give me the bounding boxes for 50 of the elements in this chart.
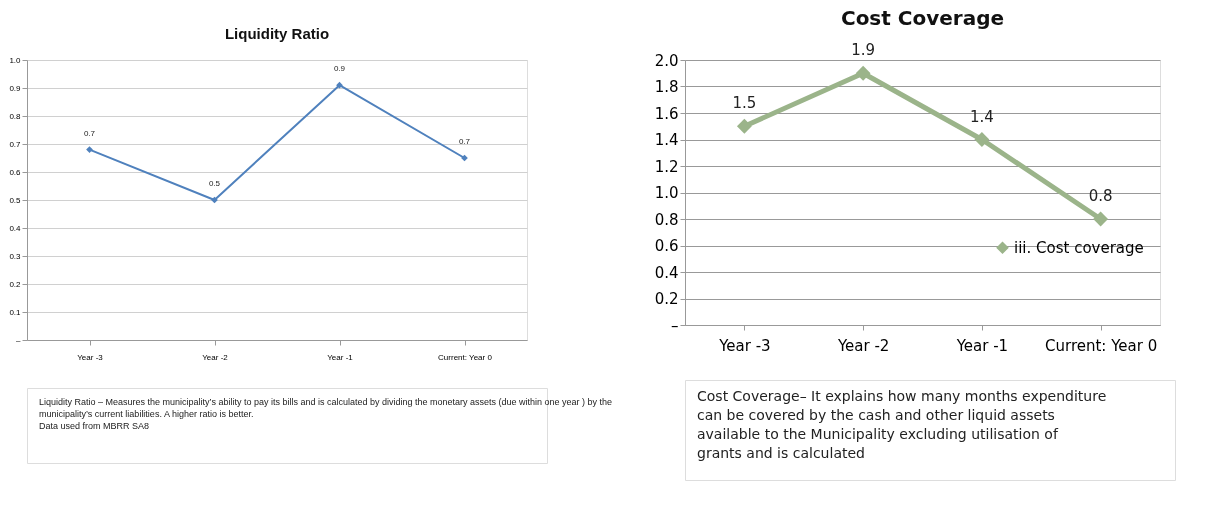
y-tick-label: 1.0 xyxy=(654,184,679,202)
y-tick-label: – xyxy=(671,316,679,335)
x-tick-label: Year -3 xyxy=(77,352,104,362)
y-tick-label: 0.6 xyxy=(654,237,679,255)
y-tick-label: 0.9 xyxy=(9,83,22,93)
y-tick-label: 1.2 xyxy=(654,157,679,176)
y-tick-label: 1.0 xyxy=(9,55,22,65)
data-label: 1.4 xyxy=(969,107,994,126)
x-tick-label: Current: Year 0 xyxy=(438,352,493,362)
point xyxy=(974,132,990,147)
chart-title: Liquidity Ratio xyxy=(224,25,330,42)
point xyxy=(336,81,343,89)
y-tick-label: 0.2 xyxy=(9,279,22,289)
y-tick-label: 1.6 xyxy=(654,104,679,123)
y-tick-label: – xyxy=(16,335,22,345)
text: Data used from MBRR SA8 xyxy=(39,421,150,432)
point xyxy=(86,146,93,153)
y-tick-label: 0.6 xyxy=(9,167,22,177)
y-tick-label: 0.4 xyxy=(9,223,22,233)
y-tick-label: 1.8 xyxy=(654,78,679,96)
y-tick-label: 0.5 xyxy=(9,195,22,205)
x-tick-label: Year -3 xyxy=(718,336,771,355)
y-tick-label: 0.1 xyxy=(9,307,22,317)
y-tick-label: 0.3 xyxy=(9,251,22,261)
data-label: 0.7 xyxy=(458,137,471,146)
text: Cost Coverage– It explains how many months expenditure can be covered by the cash and other liquid assets available to the Municipality excluding utilisation of grants and is calculated xyxy=(697,388,1107,461)
legend-label: iii. Cost coverage xyxy=(1014,238,1144,257)
x-tick-label: Year -2 xyxy=(202,352,229,362)
point xyxy=(1093,211,1109,227)
data-label: 0.8 xyxy=(1088,187,1113,205)
y-tick-label: 0.7 xyxy=(9,139,22,149)
data-label: 1.5 xyxy=(732,94,757,113)
x-tick-label: Year -1 xyxy=(955,336,1009,355)
point xyxy=(736,118,752,134)
x-tick-label: Year -1 xyxy=(327,352,354,362)
y-tick-label: 0.4 xyxy=(654,263,679,282)
x-tick-label: Current: Year 0 xyxy=(1045,336,1158,355)
data-label: 0.9 xyxy=(333,64,346,74)
text: Liquidity Ratio – Measures the municipality’s ability to pay its bills and is calculated by dividing the monetary assets (due within one year ) by the municipality’s current liabilities. A higher ratio is better. xyxy=(39,397,613,420)
chart-title: Cost Coverage xyxy=(840,6,1005,31)
data-label: 0.7 xyxy=(83,128,96,138)
y-tick-label: 0.8 xyxy=(9,111,22,121)
data-label: 1.9 xyxy=(851,41,876,60)
x-tick-label: Year -2 xyxy=(836,336,890,355)
y-tick-label: 0.2 xyxy=(654,290,679,308)
point xyxy=(855,65,871,81)
y-tick-label: 1.4 xyxy=(654,131,679,149)
y-tick-label: 0.8 xyxy=(654,210,679,229)
data-label: 0.5 xyxy=(208,179,221,188)
y-tick-label: 2.0 xyxy=(654,51,679,70)
